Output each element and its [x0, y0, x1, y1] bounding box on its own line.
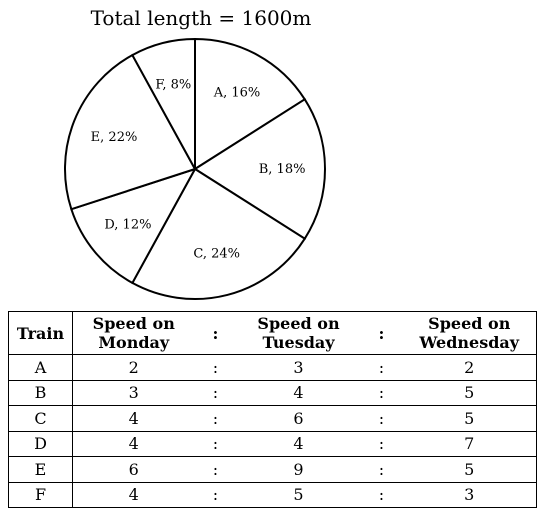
pie-label-c: C, 24% — [193, 246, 240, 261]
pie-slice-f — [131, 37, 196, 170]
cell-separator: : — [194, 379, 237, 406]
cell-separator: : — [360, 456, 403, 483]
cell-separator: : — [194, 430, 237, 457]
cell-separator: : — [360, 354, 403, 381]
pie-slice-a — [194, 37, 307, 171]
cell-speed-wednesday: 2 — [402, 354, 537, 381]
cell-speed-wednesday: 5 — [402, 405, 537, 432]
cell-speed-wednesday: 5 — [402, 456, 537, 483]
cell-speed-monday: 2 — [72, 354, 195, 381]
header-separator: : — [194, 311, 237, 355]
cell-separator: : — [360, 481, 403, 508]
pie-slice-c — [131, 167, 307, 300]
cell-separator: : — [194, 405, 237, 432]
cell-separator: : — [194, 456, 237, 483]
cell-train: E — [8, 456, 73, 483]
cell-separator: : — [360, 430, 403, 457]
cell-train: B — [8, 379, 73, 406]
cell-speed-monday: 3 — [72, 379, 195, 406]
pie-chart: A, 16% B, 18% C, 24% D, 12% E, 22% F, 8% — [64, 37, 326, 300]
cell-train: C — [8, 405, 73, 432]
pie-label-e: E, 22% — [91, 130, 138, 145]
cell-speed-tuesday: 9 — [236, 456, 361, 483]
cell-speed-wednesday: 5 — [402, 379, 537, 406]
cell-speed-monday: 4 — [72, 405, 195, 432]
cell-speed-monday: 4 — [72, 430, 195, 457]
pie-label-b: B, 18% — [259, 162, 306, 177]
table-header-row: Train Speed on Monday : Speed on Tuesday… — [8, 311, 537, 355]
cell-speed-tuesday: 5 — [236, 481, 361, 508]
pie-slice-e — [64, 53, 197, 211]
cell-speed-wednesday: 7 — [402, 430, 537, 457]
cell-speed-tuesday: 6 — [236, 405, 361, 432]
chart-title: Total length = 1600m — [90, 6, 312, 30]
pie-label-d: D, 12% — [104, 218, 151, 233]
cell-speed-tuesday: 4 — [236, 430, 361, 457]
header-speed-monday: Speed on Monday — [72, 311, 195, 355]
cell-speed-monday: 4 — [72, 481, 195, 508]
pie-label-f: F, 8% — [155, 78, 191, 93]
cell-separator: : — [194, 481, 237, 508]
speed-ratio-table: Train Speed on Monday : Speed on Tuesday… — [8, 311, 537, 508]
pie-slice-b — [193, 97, 326, 241]
cell-separator: : — [194, 354, 237, 381]
header-speed-tuesday: Speed on Tuesday — [236, 311, 361, 355]
header-speed-wednesday: Speed on Wednesday — [402, 311, 537, 355]
cell-train: D — [8, 430, 73, 457]
cell-speed-wednesday: 3 — [402, 481, 537, 508]
cell-separator: : — [360, 405, 403, 432]
cell-train: F — [8, 481, 73, 508]
cell-speed-monday: 6 — [72, 456, 195, 483]
pie-label-a: A, 16% — [213, 86, 261, 101]
header-train: Train — [8, 311, 73, 355]
cell-speed-tuesday: 3 — [236, 354, 361, 381]
pie-slice-d — [70, 167, 198, 285]
cell-separator: : — [360, 379, 403, 406]
cell-train: A — [8, 354, 73, 381]
cell-speed-tuesday: 4 — [236, 379, 361, 406]
header-separator: : — [360, 311, 403, 355]
